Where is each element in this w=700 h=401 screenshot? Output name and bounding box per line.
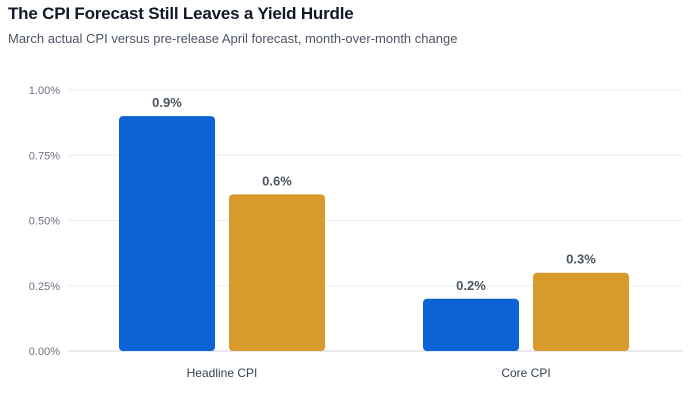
y-axis-ticks: 0.00% 0.25% 0.50% 0.75% 1.00%	[29, 85, 60, 358]
data-labels: 0.9% 0.6% 0.2% 0.3%	[152, 95, 596, 293]
y-tick-label: 0.25%	[29, 281, 60, 293]
y-tick-label: 0.50%	[29, 216, 60, 228]
bar	[229, 194, 325, 351]
y-tick-label: 0.00%	[29, 346, 60, 358]
bar	[533, 272, 629, 351]
bar-value-label: 0.3%	[566, 252, 596, 267]
bar-value-label: 0.6%	[262, 173, 292, 188]
y-tick-label: 1.00%	[29, 85, 60, 97]
x-category-label: Headline CPI	[187, 366, 258, 380]
bar-value-label: 0.9%	[152, 95, 182, 110]
bar-value-label: 0.2%	[456, 278, 486, 293]
chart-subtitle: March actual CPI versus pre-release Apri…	[8, 31, 458, 46]
bar	[423, 298, 519, 351]
bar	[119, 116, 215, 351]
chart-title: The CPI Forecast Still Leaves a Yield Hu…	[8, 4, 354, 23]
y-tick-label: 0.75%	[29, 150, 60, 162]
x-axis-categories: Headline CPI Core CPI	[187, 366, 551, 380]
bars	[119, 116, 629, 351]
x-category-label: Core CPI	[501, 366, 550, 380]
